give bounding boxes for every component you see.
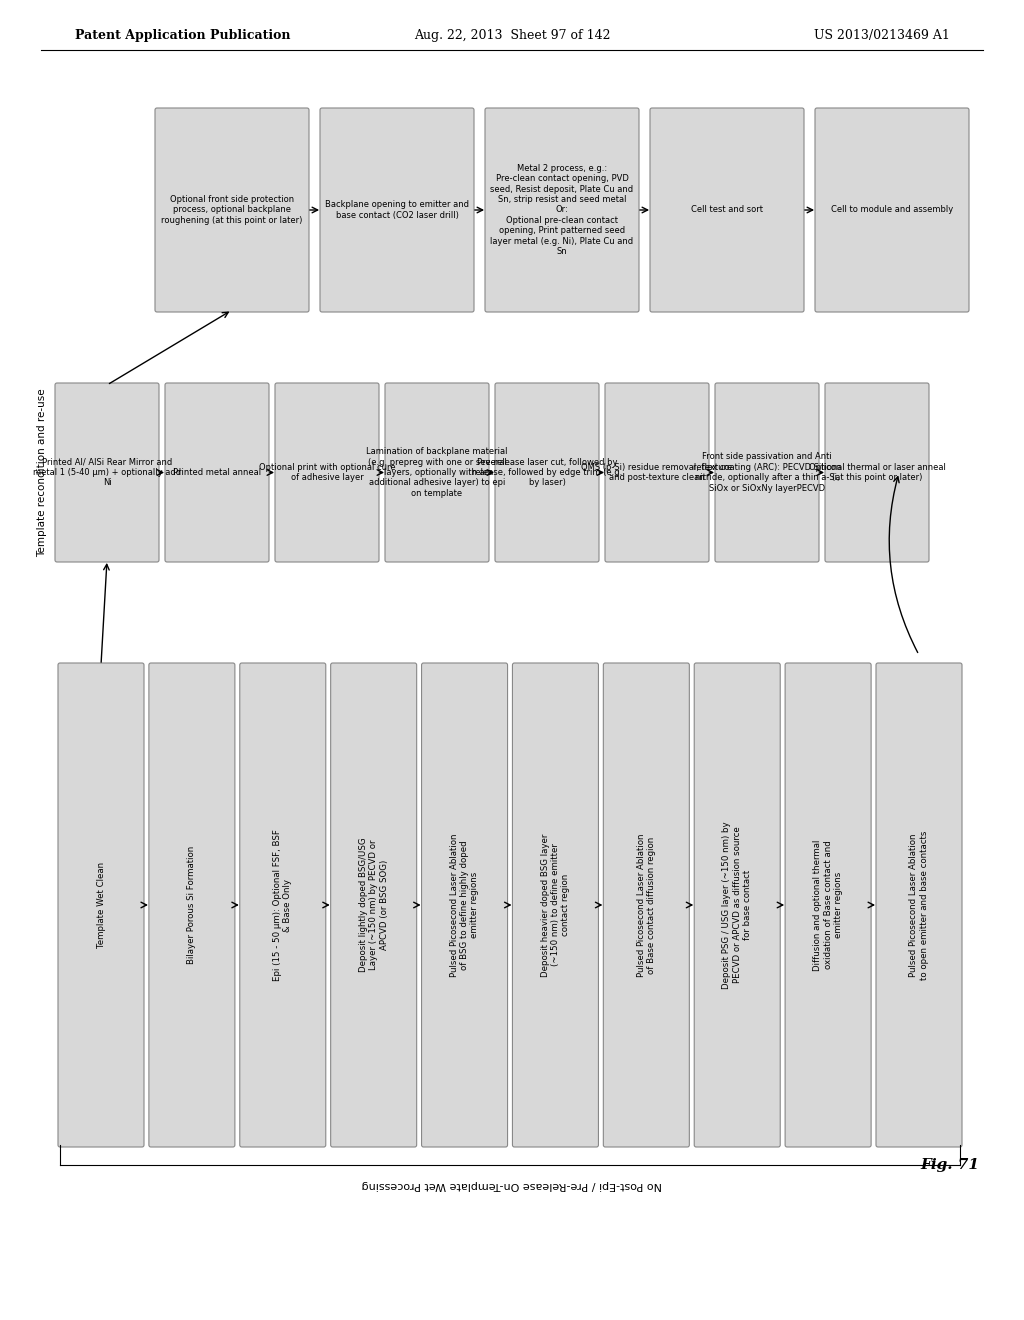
Text: Front side passivation and Anti
reflex coating (ARC): PECVD Silicon
nitride, opt: Front side passivation and Anti reflex c… — [693, 453, 841, 492]
FancyBboxPatch shape — [512, 663, 598, 1147]
FancyBboxPatch shape — [319, 108, 474, 312]
Text: Template recondition and re-use: Template recondition and re-use — [37, 388, 47, 557]
FancyBboxPatch shape — [815, 108, 969, 312]
Text: Template Wet Clean: Template Wet Clean — [96, 862, 105, 948]
FancyBboxPatch shape — [495, 383, 599, 562]
FancyBboxPatch shape — [385, 383, 489, 562]
Text: Optional print with optional cure
of adhesive layer: Optional print with optional cure of adh… — [259, 463, 395, 482]
FancyBboxPatch shape — [605, 383, 709, 562]
Text: Pulsed Picosecond Laser Ablation
to open emitter and base contacts: Pulsed Picosecond Laser Ablation to open… — [909, 830, 929, 979]
Text: No Post-Epi / Pre-Release On-Template Wet Processing: No Post-Epi / Pre-Release On-Template We… — [361, 1180, 663, 1191]
Text: Optional front side protection
process, optional backplane
roughening (at this p: Optional front side protection process, … — [162, 195, 303, 224]
FancyBboxPatch shape — [785, 663, 871, 1147]
FancyBboxPatch shape — [155, 108, 309, 312]
Text: Deposit PSG / USG layer (~150 nm) by
PECVD or APCVD as diffusion source
for base: Deposit PSG / USG layer (~150 nm) by PEC… — [722, 821, 752, 989]
Text: QMS (p-Si) residue removal, texture
and post-texture clean: QMS (p-Si) residue removal, texture and … — [582, 463, 732, 482]
FancyBboxPatch shape — [876, 663, 962, 1147]
Text: Cell to module and assembly: Cell to module and assembly — [830, 206, 953, 214]
FancyBboxPatch shape — [148, 663, 234, 1147]
Text: Backplane opening to emitter and
base contact (CO2 laser drill): Backplane opening to emitter and base co… — [325, 201, 469, 219]
Text: Cell test and sort: Cell test and sort — [691, 206, 763, 214]
Text: Metal 2 process, e.g.:
Pre-clean contact opening, PVD
seed, Resist deposit, Plat: Metal 2 process, e.g.: Pre-clean contact… — [490, 164, 634, 256]
Text: Printed Al/ AlSi Rear Mirror and
metal 1 (5-40 μm) + optionally add
Ni: Printed Al/ AlSi Rear Mirror and metal 1… — [33, 458, 181, 487]
Text: Deposit heavier doped BSG layer
(~150 nm) to define emitter
contact region: Deposit heavier doped BSG layer (~150 nm… — [541, 833, 570, 977]
FancyBboxPatch shape — [275, 383, 379, 562]
Text: Aug. 22, 2013  Sheet 97 of 142: Aug. 22, 2013 Sheet 97 of 142 — [414, 29, 610, 41]
Text: Deposit lightly doped BSG/USG
Layer (~150 nm) by PECVD or
APCVD (or BSG SOG): Deposit lightly doped BSG/USG Layer (~15… — [358, 838, 388, 973]
FancyBboxPatch shape — [715, 383, 819, 562]
FancyBboxPatch shape — [240, 663, 326, 1147]
FancyBboxPatch shape — [331, 663, 417, 1147]
Text: Bilayer Porous Si Formation: Bilayer Porous Si Formation — [187, 846, 197, 964]
Text: Pulsed Picosecond Laser Ablation
of Base contact diffusion region: Pulsed Picosecond Laser Ablation of Base… — [637, 833, 656, 977]
Text: Pre-release laser cut, followed by
release, followed by edge trim (e.g.
by laser: Pre-release laser cut, followed by relea… — [472, 458, 623, 487]
FancyBboxPatch shape — [603, 663, 689, 1147]
FancyBboxPatch shape — [650, 108, 804, 312]
FancyBboxPatch shape — [58, 663, 144, 1147]
FancyBboxPatch shape — [422, 663, 508, 1147]
Text: Optional thermal or laser anneal
(at this point or later): Optional thermal or laser anneal (at thi… — [809, 463, 945, 482]
FancyBboxPatch shape — [165, 383, 269, 562]
Text: Diffusion and optional thermal
oxidation of Base contact and
emitter regions: Diffusion and optional thermal oxidation… — [813, 840, 843, 970]
Text: Pulsed Picosecond Laser Ablation
of BSG to define highly doped
emitter regions: Pulsed Picosecond Laser Ablation of BSG … — [450, 833, 479, 977]
FancyBboxPatch shape — [694, 663, 780, 1147]
Text: US 2013/0213469 A1: US 2013/0213469 A1 — [814, 29, 950, 41]
Text: Lamination of backplane material
(e.g. prepreg with one or several
layers, optio: Lamination of backplane material (e.g. p… — [367, 447, 508, 498]
Text: Fig. 71: Fig. 71 — [920, 1158, 979, 1172]
Text: Epi (15 - 50 μm): Optional FSF, BSF
& Base Only: Epi (15 - 50 μm): Optional FSF, BSF & Ba… — [273, 829, 293, 981]
Text: Printed metal anneal: Printed metal anneal — [173, 469, 261, 477]
FancyBboxPatch shape — [825, 383, 929, 562]
FancyBboxPatch shape — [55, 383, 159, 562]
FancyBboxPatch shape — [485, 108, 639, 312]
Text: Patent Application Publication: Patent Application Publication — [75, 29, 291, 41]
